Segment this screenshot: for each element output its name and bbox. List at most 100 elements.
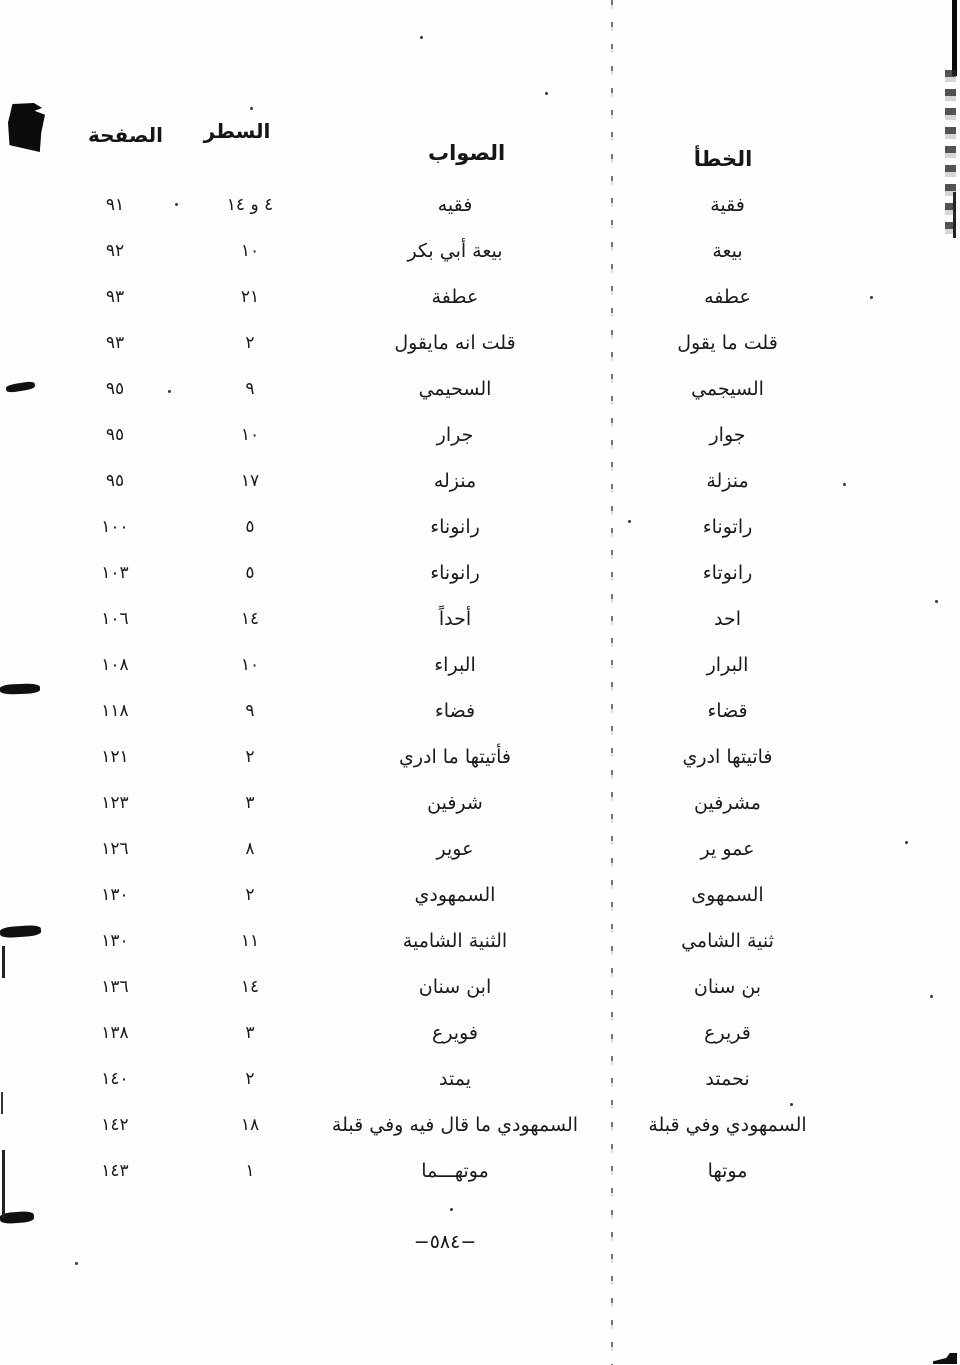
error-cell: قريرع (704, 1022, 751, 1044)
errata-row: ١٢٦ ٨ عوير عمو ير (0, 826, 960, 872)
line-cell: ٢ (245, 885, 255, 905)
correct-cell: فضاء (434, 700, 476, 722)
error-cell: احد (714, 608, 741, 630)
error-cell: بيعة (712, 240, 743, 262)
correct-cell: فقيه (437, 194, 473, 216)
footer-page-number: −٥٨٤− (413, 1231, 477, 1253)
scan-speck (935, 600, 938, 603)
errata-row: ٩٥ ١٧ منزله منزلة (0, 458, 960, 504)
errata-row: ٩٣ ٢ قلت انه مايقول قلت ما يقول (0, 320, 960, 366)
corner-mark-artifact (933, 1353, 957, 1364)
page-cell: ١٣٠ (101, 885, 129, 905)
errata-row: ١٠٣ ٥ رانوناء رانوتاء (0, 550, 960, 596)
page-cell: ١٠٠ (101, 517, 129, 537)
scan-speck (628, 520, 631, 523)
line-cell: ٨ (245, 839, 255, 859)
page-cell: ١١٨ (101, 701, 129, 721)
error-cell: قضاء (707, 700, 748, 722)
page-cell: ١٢٦ (101, 839, 129, 859)
page-cell: ٩٥ (105, 379, 125, 399)
fold-dotted-line-artifact (611, 0, 613, 1365)
errata-row: ١٤٢ ١٨ السمهودي ما قال فيه وفي قبلة السم… (0, 1102, 960, 1148)
errata-row: ١٣٠ ٢ السمهودي السمهوى (0, 872, 960, 918)
line-cell: ٣ (245, 1023, 255, 1043)
error-cell: البرار (706, 654, 749, 676)
right-edge-smudge-artifact (945, 70, 956, 240)
line-cell: ٢ (245, 333, 255, 353)
line-cell: ١ (245, 1161, 255, 1181)
scan-speck (75, 1262, 78, 1265)
correct-cell: عطفة (431, 286, 479, 308)
line-cell: ٢١ (240, 287, 260, 307)
error-cell: عطفه (704, 286, 751, 308)
page-cell: ١٠٦ (101, 609, 129, 629)
error-cell: نحمتد (705, 1068, 750, 1090)
scan-speck (168, 390, 171, 393)
errata-row: ١٤٣ ١ موتهـــما موتها (0, 1148, 960, 1194)
correct-cell: قلت انه مايقول (394, 332, 516, 354)
header-page: الصفحة (88, 123, 164, 147)
error-cell: جوار (709, 424, 746, 446)
error-cell: السيجمي (691, 378, 764, 400)
margin-line-artifact (1, 1092, 3, 1114)
correct-cell: أحداً (438, 608, 472, 630)
line-cell: ١٠ (240, 425, 260, 445)
errata-row: ١٣٨ ٣ فويرع قريرع (0, 1010, 960, 1056)
error-cell: ثنية الشامي (681, 930, 774, 952)
error-cell: قلت ما يقول (677, 332, 778, 354)
line-cell: ١٤ (240, 609, 260, 629)
correct-cell: يمتد (439, 1068, 471, 1090)
correct-cell: البراء (434, 654, 476, 676)
line-cell: ٩ (245, 701, 255, 721)
margin-line-artifact (2, 1150, 5, 1218)
page-cell: ١٢٣ (101, 793, 129, 813)
page-cell: ٩٥ (105, 471, 125, 491)
line-cell: ١٠ (240, 241, 260, 261)
scan-speck (870, 296, 873, 299)
scan-speck (250, 107, 253, 110)
correct-cell: موتهـــما (421, 1160, 489, 1182)
correct-cell: بيعة أبي بكر (407, 240, 503, 262)
errata-row: ١٠٠ ٥ رانوناء راتوناء (0, 504, 960, 550)
scan-speck (930, 995, 933, 998)
error-cell: موتها (707, 1160, 748, 1182)
errata-row: ١٣٠ ١١ الثنية الشامية ثنية الشامي (0, 918, 960, 964)
header-correct: الصواب (428, 141, 506, 165)
correct-cell: السمهودي (414, 884, 496, 906)
errata-row: ١٤٠ ٢ يمتد نحمتد (0, 1056, 960, 1102)
line-cell: ١٤ (240, 977, 260, 997)
line-cell: ٣ (245, 793, 255, 813)
error-cell: منزلة (706, 470, 749, 492)
page-cell: ٩١ (105, 195, 125, 215)
line-cell: ١٨ (240, 1115, 260, 1135)
page-cell: ٩٣ (105, 333, 125, 353)
error-cell: بن سنان (693, 976, 762, 998)
correct-cell: منزله (433, 470, 477, 492)
correct-cell: فويرع (431, 1022, 478, 1044)
page-cell: ٩٣ (105, 287, 125, 307)
scan-speck (790, 1103, 793, 1106)
correct-cell: السمهودي ما قال فيه وفي قبلة (331, 1114, 579, 1136)
line-cell: ١١ (240, 931, 260, 951)
correct-cell: السحيمي (418, 378, 492, 400)
page-cell: ١٠٣ (101, 563, 129, 583)
line-cell: ٢ (245, 1069, 255, 1089)
errata-row: ١٣٦ ١٤ ابن سنان بن سنان (0, 964, 960, 1010)
correct-cell: ابن سنان (418, 976, 492, 998)
scan-speck (420, 36, 423, 39)
scan-speck (450, 1208, 453, 1211)
page-cell: ١٢١ (101, 747, 129, 767)
scan-speck (905, 841, 908, 844)
line-cell: ٥ (245, 517, 255, 537)
scan-speck (545, 92, 548, 95)
page-cell: ١٣٦ (101, 977, 129, 997)
error-cell: عمو ير (700, 838, 755, 860)
errata-row: ٩٣ ٢١ عطفة عطفه (0, 274, 960, 320)
page-cell: ١٠٨ (101, 655, 129, 675)
correct-cell: جرار (436, 424, 474, 446)
error-cell: فقية (710, 194, 745, 216)
error-cell: السمهودي وفي قبلة (648, 1114, 807, 1136)
page-cell: ١٣٨ (101, 1023, 129, 1043)
errata-row: ٩٥ ٩ السحيمي السيجمي (0, 366, 960, 412)
correct-cell: الثنية الشامية (402, 930, 508, 952)
